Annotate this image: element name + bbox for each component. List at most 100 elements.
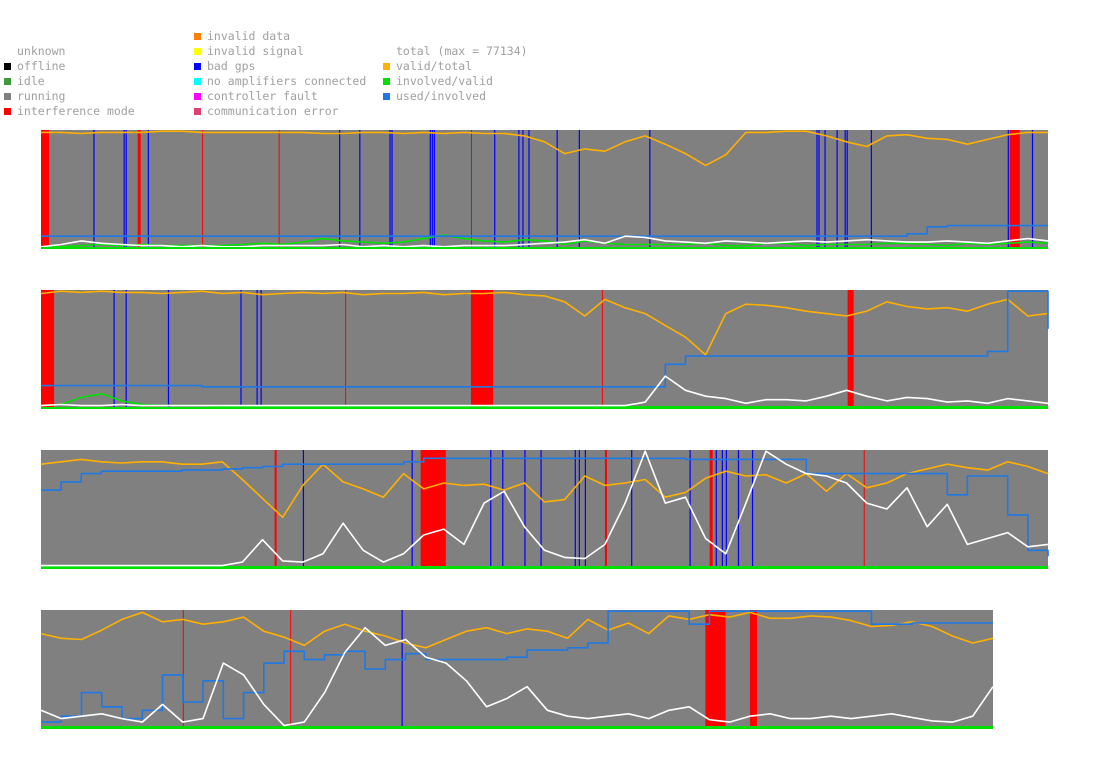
bad-gps-marker: [389, 130, 391, 248]
legend-label: controller fault: [207, 89, 318, 103]
interference-band: [41, 130, 50, 248]
interference-band: [182, 610, 184, 728]
bad-gps-marker: [584, 450, 586, 568]
chart-panel-3: [40, 450, 1049, 569]
interference-band: [137, 130, 141, 248]
bad-gps-marker: [816, 130, 818, 248]
legend-label: unknown: [17, 44, 66, 58]
bad-gps-marker: [649, 130, 651, 248]
series-line-total: [40, 626, 994, 727]
interference-band: [601, 290, 603, 408]
series-line-valid-total: [40, 290, 1049, 356]
series-line-used-involved: [41, 457, 1049, 557]
chart-panel-4: [40, 610, 994, 729]
legend-swatch: [194, 93, 201, 100]
interference-band: [202, 130, 204, 248]
interference-band: [705, 610, 726, 728]
legend-swatch: [383, 63, 390, 70]
legend-label: no amplifiers connected: [207, 74, 367, 88]
bad-gps-marker: [260, 290, 262, 408]
legend-swatch: [383, 93, 390, 100]
bad-gps-marker: [721, 450, 723, 568]
baseline: [41, 247, 1048, 249]
bad-gps-marker: [123, 130, 125, 248]
bad-gps-marker: [689, 450, 691, 568]
series-line-valid-total: [40, 611, 994, 649]
bad-gps-marker: [578, 450, 580, 568]
bad-gps-marker: [540, 450, 542, 568]
bad-gps-marker: [524, 450, 526, 568]
bad-gps-marker: [574, 450, 576, 568]
legend-swatch: [194, 78, 201, 85]
bad-gps-marker: [1007, 130, 1009, 248]
legend-swatch: [4, 108, 11, 115]
chart-panel-1: [40, 130, 1049, 249]
bad-gps-marker: [631, 450, 633, 568]
interference-band: [470, 290, 494, 408]
series-line-valid-total: [40, 458, 1049, 519]
bad-gps-marker: [359, 130, 361, 248]
series-line-used-involved: [41, 224, 1048, 237]
legend-label: interference mode: [17, 104, 135, 118]
series-line-valid-total: [41, 130, 1048, 167]
bad-gps-marker: [518, 130, 520, 248]
bad-gps-marker: [431, 130, 433, 248]
bad-gps-marker: [846, 130, 848, 248]
bad-gps-marker: [429, 130, 431, 248]
bad-gps-marker: [824, 130, 826, 248]
interference-band: [470, 130, 472, 248]
bad-gps-marker: [578, 130, 580, 248]
bad-gps-marker: [302, 450, 305, 568]
series-line-total: [40, 235, 1049, 248]
interference-band: [1009, 130, 1020, 248]
legend-label: valid/total: [396, 59, 473, 73]
interference-band: [847, 290, 854, 408]
bad-gps-marker: [522, 130, 524, 248]
legend-swatch: [194, 63, 201, 70]
legend-label: running: [17, 89, 66, 103]
bad-gps-marker: [167, 290, 170, 408]
interference-band: [863, 450, 865, 568]
legend-swatch: [4, 93, 11, 100]
interference-band: [749, 610, 758, 728]
baseline: [41, 407, 1048, 409]
legend-label: invalid signal: [207, 44, 304, 58]
bad-gps-marker: [147, 130, 149, 248]
legend: unknown offline idle running interferenc…: [0, 0, 1095, 125]
bad-gps-marker: [401, 610, 403, 728]
bad-gps-marker: [411, 450, 413, 568]
series-line-total: [41, 450, 1049, 567]
bad-gps-marker: [433, 130, 435, 248]
legend-swatch: [4, 78, 11, 85]
bad-gps-marker: [490, 450, 492, 568]
bad-gps-marker: [494, 130, 496, 248]
bad-gps-marker: [737, 450, 740, 568]
legend-label: bad gps: [207, 59, 256, 73]
bad-gps-marker: [870, 130, 872, 248]
bad-gps-marker: [391, 130, 393, 248]
legend-label: communication error: [207, 104, 339, 118]
interference-band: [420, 450, 446, 568]
baseline: [41, 727, 993, 729]
bad-gps-marker: [1031, 130, 1034, 248]
bad-gps-marker: [93, 130, 95, 248]
bad-gps-marker: [725, 450, 727, 568]
legend-label: used/involved: [396, 89, 487, 103]
series-line-total: [40, 375, 1049, 407]
running-background: [41, 610, 993, 728]
bad-gps-marker: [240, 290, 242, 408]
bad-gps-marker: [528, 130, 530, 248]
bad-gps-marker: [818, 130, 820, 248]
baseline: [41, 567, 1048, 569]
bad-gps-marker: [556, 130, 558, 248]
running-background: [41, 290, 1048, 408]
chart-panel-2: [40, 290, 1049, 409]
bad-gps-marker: [113, 290, 115, 408]
bad-gps-marker: [502, 450, 504, 568]
legend-swatch: [383, 78, 390, 85]
bad-gps-marker: [256, 290, 258, 408]
interference-band: [345, 290, 347, 408]
bad-gps-marker: [125, 130, 127, 248]
interference-band: [709, 450, 713, 568]
